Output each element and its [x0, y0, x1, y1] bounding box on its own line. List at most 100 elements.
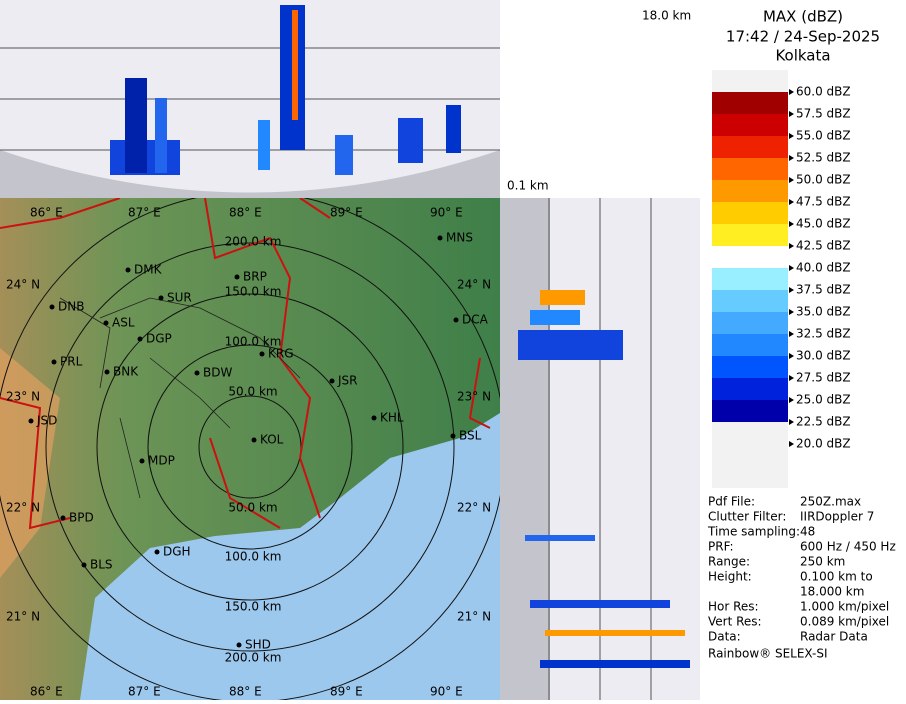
- legend-tick: [789, 419, 794, 425]
- lat-label: 21° N: [6, 610, 40, 624]
- legend-label: 57.5 dBZ: [796, 107, 851, 121]
- echo: [335, 135, 353, 175]
- lat-label: 22° N: [457, 501, 491, 515]
- city-dot: [154, 549, 160, 555]
- info-value: 600 Hz / 450 Hz: [800, 540, 896, 554]
- lon-label: 90° E: [430, 206, 463, 220]
- city-dot: [437, 235, 443, 241]
- range-label: 50.0 km: [228, 501, 277, 515]
- city-dot: [236, 642, 242, 648]
- city-label: DGH: [163, 545, 191, 559]
- legend-swatch: [712, 422, 788, 444]
- info-key: Clutter Filter:: [708, 510, 786, 524]
- legend-swatch: [712, 180, 788, 202]
- lon-label: 88° E: [229, 685, 262, 699]
- city-label: KHL: [380, 411, 404, 425]
- legend-swatch: [712, 400, 788, 422]
- legend-swatch: [712, 290, 788, 312]
- city-dot: [194, 370, 200, 376]
- city-label: MDP: [148, 454, 175, 468]
- range-label: 100.0 km: [225, 335, 282, 349]
- echo: [292, 10, 298, 120]
- range-ring: [45, 242, 455, 652]
- distance-lines: [548, 198, 652, 700]
- city-dot: [103, 320, 109, 326]
- city-dot: [51, 359, 57, 365]
- city-label: BNK: [113, 365, 139, 379]
- info-value: IIRDoppler 7: [800, 510, 874, 524]
- info-key: PRF:: [708, 540, 734, 554]
- legend-tick: [789, 199, 794, 205]
- lon-label: 89° E: [330, 206, 363, 220]
- legend-tick: [789, 111, 794, 117]
- city-dot: [81, 562, 87, 568]
- lat-label: 24° N: [457, 278, 491, 292]
- range-ring: [96, 293, 404, 601]
- legend-swatch: [712, 268, 788, 290]
- city-label: BRP: [243, 270, 267, 284]
- lat-label: 22° N: [6, 501, 40, 515]
- info-key: Data:: [708, 630, 741, 644]
- legend-label: 30.0 dBZ: [796, 349, 851, 363]
- range-label: 50.0 km: [228, 385, 277, 399]
- echo: [530, 310, 580, 325]
- range-label: 200.0 km: [225, 235, 282, 249]
- city-dot: [329, 378, 335, 384]
- echo: [398, 118, 423, 163]
- bottom-height-label: 0.1 km: [507, 179, 549, 193]
- legend-label: 42.5 dBZ: [796, 239, 851, 253]
- info-key: Hor Res:: [708, 600, 759, 614]
- legend-swatch: [712, 334, 788, 356]
- city-dot: [234, 274, 240, 280]
- legend-tick: [789, 89, 794, 95]
- legend-tick: [789, 441, 794, 447]
- echo: [258, 120, 270, 170]
- legend-tick: [789, 353, 794, 359]
- legend-tick: [789, 155, 794, 161]
- city-dot: [104, 369, 110, 375]
- legend-label: 32.5 dBZ: [796, 327, 851, 341]
- lon-label: 88° E: [229, 206, 262, 220]
- city-label: DCA: [462, 313, 489, 327]
- echo: [530, 600, 670, 608]
- echo: [446, 105, 461, 153]
- city-label: PRL: [60, 355, 83, 369]
- info-value: 48: [800, 525, 815, 539]
- lon-label: 87° E: [128, 206, 161, 220]
- legend-label: 20.0 dBZ: [796, 437, 851, 451]
- city-dot: [371, 415, 377, 421]
- map: [0, 198, 500, 700]
- legend: 60.0 dBZ 57.5 dBZ 55.0 dBZ 52.5 dBZ 50.0 dBZ…: [712, 70, 851, 488]
- legend-swatch: [712, 92, 788, 114]
- range-label: 150.0 km: [225, 285, 282, 299]
- city-dot: [139, 458, 145, 464]
- lat-label: 21° N: [457, 610, 491, 624]
- city-dot: [453, 317, 459, 323]
- info-value: 0.089 km/pixel: [800, 615, 889, 629]
- legend-tick: [789, 375, 794, 381]
- info-value: Radar Data: [800, 630, 868, 644]
- legend-swatch: [712, 114, 788, 136]
- city-label: DNB: [58, 300, 84, 314]
- range-label: 100.0 km: [225, 550, 282, 564]
- legend-label: 40.0 dBZ: [796, 261, 851, 275]
- legend-swatch: [712, 136, 788, 158]
- info-key: Vert Res:: [708, 615, 762, 629]
- city-label: SUR: [167, 291, 192, 305]
- highland: [0, 348, 60, 578]
- info-value: 250 km: [800, 555, 845, 569]
- legend-tick: [789, 133, 794, 139]
- section-shade: [500, 198, 550, 700]
- city-label: BLS: [90, 558, 113, 572]
- echo: [125, 78, 147, 173]
- legend-tick: [789, 287, 794, 293]
- city-label: BPD: [69, 511, 94, 525]
- legend-label: 25.0 dBZ: [796, 393, 851, 407]
- legend-label: 37.5 dBZ: [796, 283, 851, 297]
- info-key: Time sampling:: [707, 525, 800, 539]
- legend-swatch: [712, 70, 788, 92]
- city-dot: [28, 418, 34, 424]
- districts: [59, 297, 301, 499]
- legend-tick: [789, 265, 794, 271]
